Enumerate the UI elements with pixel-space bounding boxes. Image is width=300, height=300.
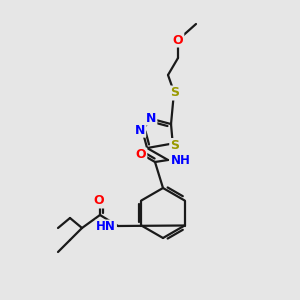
Text: N: N [146, 112, 156, 124]
Text: O: O [173, 34, 183, 46]
Text: S: S [170, 139, 179, 152]
Text: O: O [136, 148, 146, 161]
Text: O: O [94, 194, 104, 208]
Text: N: N [135, 124, 145, 137]
Text: HN: HN [96, 220, 116, 233]
Text: S: S [170, 86, 179, 100]
Text: NH: NH [171, 154, 191, 167]
